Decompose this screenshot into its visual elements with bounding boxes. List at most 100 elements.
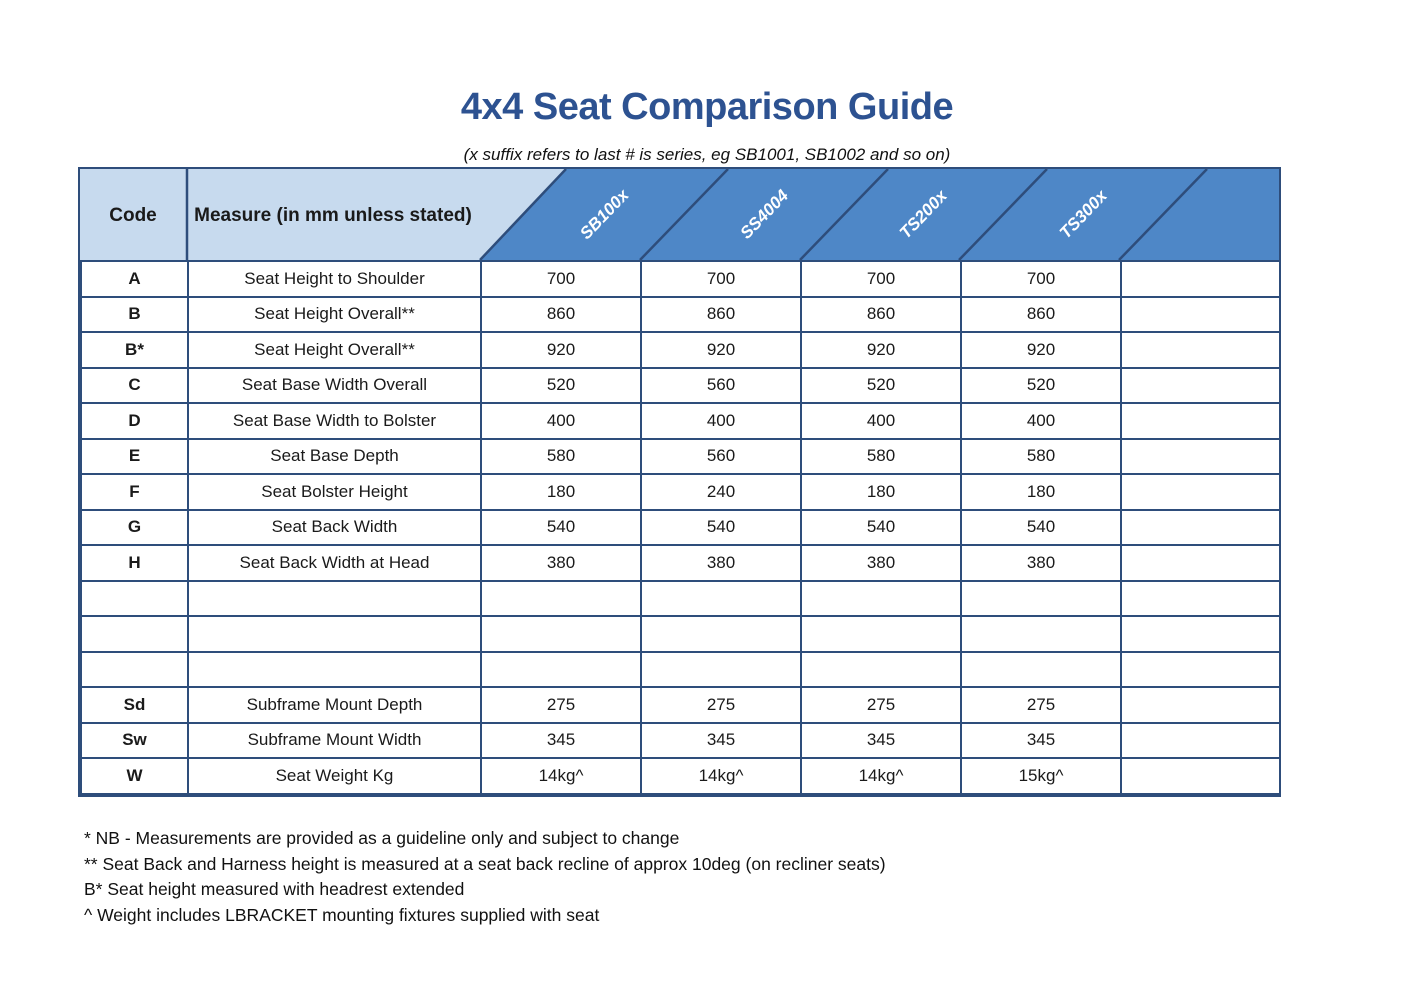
value-cell: 700: [800, 260, 962, 298]
table-row: C Seat Base Width Overall 520 560 520 520: [80, 366, 1281, 404]
value-cell: [640, 579, 802, 617]
measure-cell: Subframe Mount Width: [187, 721, 482, 759]
table-row: B* Seat Height Overall** 920 920 920 920: [80, 331, 1281, 369]
code-cell: E: [80, 437, 189, 475]
value-cell: 540: [480, 508, 642, 546]
code-cell: A: [80, 260, 189, 298]
value-cell: 180: [960, 473, 1122, 511]
code-cell: B: [80, 295, 189, 333]
page-subtitle: (x suffix refers to last # is series, eg…: [463, 145, 951, 164]
code-cell: W: [80, 757, 189, 795]
value-cell: 580: [800, 437, 962, 475]
measure-cell: Subframe Mount Depth: [187, 686, 482, 724]
value-cell: 400: [800, 402, 962, 440]
table-row: W Seat Weight Kg 14kg^ 14kg^ 14kg^ 15kg^: [80, 757, 1281, 795]
header-diagonal-divider: [639, 169, 729, 260]
value-cell: [800, 579, 962, 617]
value-cell: 560: [640, 366, 802, 404]
value-cell: [480, 615, 642, 653]
measure-cell: Seat Base Width Overall: [187, 366, 482, 404]
footnotes: * NB - Measurements are provided as a gu…: [84, 826, 1284, 928]
measurement-table: A Seat Height to Shoulder 700 700 700 700 B Sea…: [80, 260, 1281, 795]
comparison-table: Code Measure (in mm unless stated) SB100…: [78, 167, 1281, 797]
value-cell: 920: [640, 331, 802, 369]
header-diagonal-divider: [1118, 169, 1208, 260]
value-cell: 920: [960, 331, 1122, 369]
header-diagonal-divider: [799, 169, 889, 260]
code-cell: [80, 579, 189, 617]
value-cell: 520: [800, 366, 962, 404]
value-cell: [1120, 366, 1281, 404]
value-cell: 400: [640, 402, 802, 440]
value-cell: 275: [640, 686, 802, 724]
value-cell: 275: [800, 686, 962, 724]
table-row: B Seat Height Overall** 860 860 860 860: [80, 295, 1281, 333]
measure-cell: Seat Base Depth: [187, 437, 482, 475]
value-cell: [1120, 437, 1281, 475]
table-body: A Seat Height to Shoulder 700 700 700 700 B Sea…: [80, 260, 1281, 795]
value-cell: 14kg^: [800, 757, 962, 795]
value-cell: [800, 650, 962, 688]
value-cell: 400: [480, 402, 642, 440]
measure-cell: Seat Height Overall**: [187, 295, 482, 333]
code-cell: B*: [80, 331, 189, 369]
value-cell: [640, 615, 802, 653]
value-cell: [1120, 402, 1281, 440]
measure-cell: Seat Weight Kg: [187, 757, 482, 795]
value-cell: [1120, 615, 1281, 653]
value-cell: 345: [960, 721, 1122, 759]
value-cell: [960, 650, 1122, 688]
measure-cell: [187, 650, 482, 688]
value-cell: 180: [480, 473, 642, 511]
value-cell: 345: [800, 721, 962, 759]
value-cell: [640, 650, 802, 688]
value-cell: [1120, 757, 1281, 795]
value-cell: 275: [480, 686, 642, 724]
value-cell: 700: [480, 260, 642, 298]
measure-column-header: Measure (in mm unless stated): [194, 205, 472, 226]
value-cell: [1120, 686, 1281, 724]
footnote: ^ Weight includes LBRACKET mounting fixt…: [84, 904, 600, 925]
measure-cell: Seat Height Overall**: [187, 331, 482, 369]
value-cell: 560: [640, 437, 802, 475]
footnote: B* Seat height measured with headrest ex…: [84, 879, 465, 899]
table-row: [80, 579, 1281, 617]
value-cell: [1120, 544, 1281, 582]
code-cell: Sw: [80, 721, 189, 759]
value-cell: [1120, 473, 1281, 511]
value-cell: 920: [800, 331, 962, 369]
value-cell: 14kg^: [480, 757, 642, 795]
value-cell: 400: [960, 402, 1122, 440]
value-cell: 345: [640, 721, 802, 759]
value-cell: [480, 579, 642, 617]
value-cell: [960, 615, 1122, 653]
code-cell: F: [80, 473, 189, 511]
header-dark-band: [480, 169, 1279, 260]
value-cell: 860: [960, 295, 1122, 333]
measure-cell: Seat Base Width to Bolster: [187, 402, 482, 440]
value-cell: 345: [480, 721, 642, 759]
value-cell: 380: [480, 544, 642, 582]
value-cell: 380: [960, 544, 1122, 582]
measure-cell: Seat Height to Shoulder: [187, 260, 482, 298]
measure-cell: Seat Back Width at Head: [187, 544, 482, 582]
measure-cell: [187, 615, 482, 653]
value-cell: 520: [480, 366, 642, 404]
table-row: Sd Subframe Mount Depth 275 275 275 275: [80, 686, 1281, 724]
code-cell: [80, 615, 189, 653]
value-cell: [1120, 650, 1281, 688]
table-row: A Seat Height to Shoulder 700 700 700 700: [80, 260, 1281, 298]
page-title: 4x4 Seat Comparison Guide: [460, 86, 954, 128]
table-row: Sw Subframe Mount Width 345 345 345 345: [80, 721, 1281, 759]
value-cell: 520: [960, 366, 1122, 404]
code-cell: C: [80, 366, 189, 404]
measure-cell: Seat Bolster Height: [187, 473, 482, 511]
value-cell: [1120, 721, 1281, 759]
value-cell: 580: [480, 437, 642, 475]
table-row: [80, 615, 1281, 653]
value-cell: [480, 650, 642, 688]
table-row: F Seat Bolster Height 180 240 180 180: [80, 473, 1281, 511]
value-cell: [960, 579, 1122, 617]
value-cell: 380: [640, 544, 802, 582]
